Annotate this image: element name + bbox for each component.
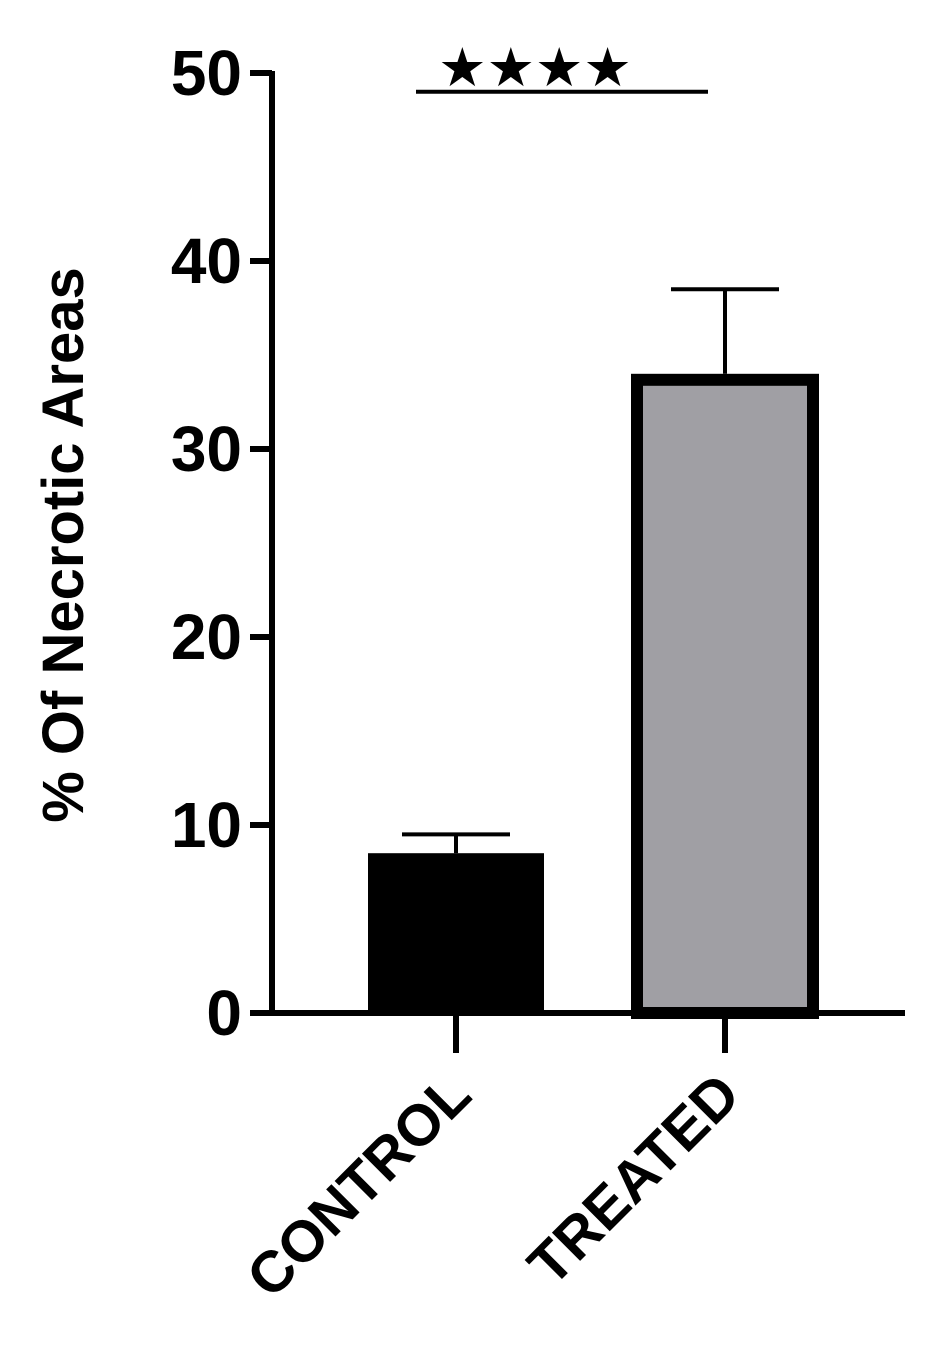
plot-area: 0 10 20 30 40 50 CONTROL TREATED ★★★★ — [171, 37, 905, 1310]
bar-treated — [631, 373, 819, 1019]
y-tick-label: 40 — [171, 225, 242, 297]
y-tick-label: 30 — [171, 413, 242, 485]
x-tick-label: CONTROL — [234, 1061, 483, 1310]
significance-stars: ★★★★ — [438, 38, 632, 98]
y-tick-label: 20 — [171, 601, 242, 673]
y-tick-label: 10 — [171, 789, 242, 861]
y-tick-label: 50 — [171, 37, 242, 109]
y-tick-label: 0 — [206, 977, 242, 1049]
x-tick-label: TREATED — [516, 1061, 753, 1298]
bar-control — [368, 853, 544, 1013]
y-axis-title: % Of Necrotic Areas — [31, 267, 96, 823]
